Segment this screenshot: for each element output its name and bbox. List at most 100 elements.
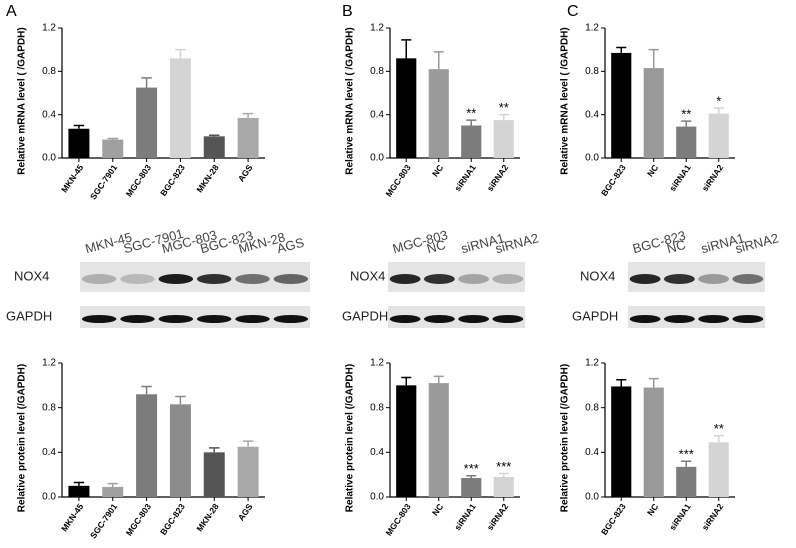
bar [169, 58, 191, 159]
error-bar [73, 124, 85, 129]
y-tick-label: 0.8 [42, 66, 56, 77]
y-tick-label: 0.8 [370, 402, 384, 413]
blot-band [196, 274, 232, 284]
panel-label: C [567, 3, 579, 20]
y-tick-label: 1.2 [370, 23, 384, 34]
bar [102, 486, 124, 497]
x-tick-label: BGC-823 [599, 501, 628, 536]
x-tick-label: BGC-823 [158, 501, 187, 536]
y-tick-label: 0.0 [585, 492, 599, 503]
y-tick-label: 0.4 [585, 447, 599, 458]
significance: ** [714, 421, 724, 436]
blot-row-label: NOX4 [350, 268, 385, 283]
bar [203, 136, 225, 158]
blot-band [120, 274, 155, 284]
x-tick-label: NC [430, 163, 445, 179]
error-bar [209, 447, 220, 453]
x-tick-label: siRNA1 [667, 162, 693, 193]
panel-label: B [342, 3, 353, 20]
panel-label: A [6, 3, 17, 20]
blot-band [81, 315, 117, 323]
x-tick-label: SGC-7901 [88, 162, 119, 201]
blot-band [732, 315, 764, 323]
x-tick-label: siRNA1 [452, 162, 478, 193]
significance: ** [466, 106, 476, 121]
blot-lane-label: AGS [275, 235, 306, 257]
y-axis-label: Relative protein level (/GAPDH) [345, 364, 356, 512]
bar [461, 125, 482, 158]
blot-band [81, 274, 117, 284]
error-bar [401, 39, 412, 59]
x-tick-label: siRNA2 [485, 162, 511, 193]
error-bar [648, 48, 659, 69]
x-tick-label: NC [645, 502, 660, 518]
bar [237, 446, 259, 497]
error-bar [141, 77, 152, 88]
x-tick-label: BGC-823 [158, 162, 187, 197]
blot-band [120, 315, 155, 323]
blot-band [629, 274, 661, 284]
bar [611, 52, 632, 158]
error-bar [175, 48, 186, 59]
blot-band [663, 315, 695, 323]
blot-row-label: NOX4 [580, 268, 615, 283]
error-bar [648, 377, 659, 388]
bar [611, 386, 632, 497]
bar [493, 120, 514, 158]
y-tick-label: 0.4 [42, 447, 56, 458]
x-tick-label: AGS [236, 501, 255, 522]
significance: *** [679, 447, 694, 462]
x-tick-label: SGC-7901 [88, 501, 119, 540]
blot-lane-label: NC [665, 237, 687, 256]
error-bar [616, 379, 627, 387]
significance: ** [681, 107, 691, 122]
error-bar [401, 376, 412, 386]
error-bar [713, 434, 724, 443]
y-axis-label: Relative mRNA level ( /GAPDH) [345, 27, 356, 174]
y-tick-label: 1.2 [585, 23, 599, 34]
x-tick-label: siRNA2 [700, 162, 726, 193]
blot-band [698, 274, 730, 284]
blot-band [663, 274, 695, 284]
y-tick-label: 0.0 [370, 153, 384, 164]
x-tick-label: BGC-823 [599, 162, 628, 197]
significance: ** [499, 100, 509, 115]
blot-row-label: NOX4 [14, 268, 49, 283]
y-axis-label: Relative mRNA level ( /GAPDH) [17, 27, 28, 174]
y-tick-label: 0.8 [585, 66, 599, 77]
y-tick-label: 0.8 [42, 402, 56, 413]
y-tick-label: 0.4 [42, 109, 56, 120]
blot-band [698, 315, 730, 323]
bar [396, 385, 417, 497]
y-tick-label: 1.2 [42, 23, 56, 34]
error-bar [681, 460, 692, 467]
x-tick-label: NC [430, 502, 445, 518]
x-tick-label: siRNA1 [667, 501, 693, 532]
blot-strip [80, 262, 310, 292]
y-axis-label: Relative protein level (/GAPDH) [560, 364, 571, 512]
bar [102, 139, 124, 158]
error-bar [433, 51, 444, 70]
error-bar [433, 375, 444, 384]
x-tick-label: MGC-803 [383, 162, 412, 198]
y-tick-label: 0.0 [42, 492, 56, 503]
significance: * [716, 94, 721, 109]
error-bar [209, 134, 220, 137]
bar [676, 466, 697, 497]
y-tick-label: 0.0 [42, 153, 56, 164]
x-tick-label: NC [645, 163, 660, 179]
bar [643, 68, 664, 158]
bar [136, 87, 158, 158]
bar [493, 476, 514, 497]
y-tick-label: 0.0 [585, 153, 599, 164]
blot-band [492, 315, 524, 323]
error-bar [107, 482, 118, 487]
error-bar [242, 112, 254, 118]
bar [237, 117, 259, 158]
x-tick-label: MKN-45 [59, 162, 85, 194]
blot-band [458, 274, 490, 284]
error-bar [681, 120, 692, 127]
significance: *** [464, 461, 479, 476]
blot-band [423, 274, 455, 284]
bar [643, 387, 664, 497]
